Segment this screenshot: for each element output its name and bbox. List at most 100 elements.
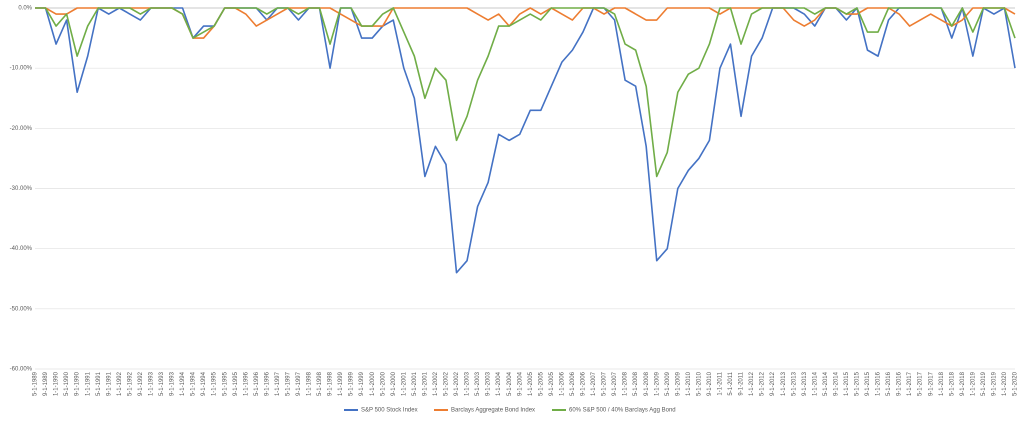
x-tick-label: 1-1-1990 [54, 371, 60, 396]
x-tick-label: 1-1-2003 [465, 371, 471, 396]
x-tick-label: 5-1-2010 [696, 371, 702, 396]
x-tick-label: 5-1-2016 [886, 371, 892, 396]
x-tick-label: 9-1-2017 [928, 371, 934, 396]
x-tick-label: 1-1-2011 [718, 371, 724, 395]
x-tick-label: 9-1-2015 [865, 371, 871, 396]
x-tick-label: 1-1-1994 [180, 371, 186, 396]
x-tick-label: 1-1-2017 [907, 371, 913, 396]
x-tick-label: 9-1-2009 [675, 371, 681, 396]
x-tick-label: 5-1-1996 [254, 371, 260, 396]
y-tick-label: -10.00% [10, 66, 33, 72]
x-tick-label: 1-1-1991 [85, 371, 91, 396]
series-line [35, 7, 1016, 39]
x-tick-label: 9-1-1999 [359, 371, 365, 396]
x-tick-label: 5-1-1994 [191, 371, 197, 396]
x-tick-label: 1-1-2020 [1002, 371, 1008, 396]
x-tick-label: 5-1-2014 [823, 371, 829, 396]
x-tick-label: 5-1-2000 [380, 371, 386, 396]
x-tick-label: 1-1-1999 [338, 371, 344, 396]
x-tick-label: 9-1-2014 [833, 371, 839, 396]
x-tick-label: 9-1-2000 [391, 371, 397, 396]
x-tick-label: 5-1-2007 [602, 371, 608, 396]
x-tick-label: 1-1-2002 [433, 371, 439, 396]
x-tick-label: 9-1-2002 [454, 371, 460, 396]
x-tick-label: 5-1-1995 [222, 371, 228, 396]
y-tick-label: -40.00% [10, 246, 33, 252]
x-tick-label: 1-1-2009 [654, 371, 660, 396]
x-tick-label: 5-1-1992 [127, 371, 133, 396]
x-tick-label: 1-1-1995 [212, 371, 218, 396]
x-tick-label: 9-1-2005 [549, 371, 555, 396]
series-line [35, 7, 1016, 178]
y-tick-label: -60.00% [10, 367, 33, 373]
x-tick-label: 9-1-1997 [296, 371, 302, 396]
x-tick-label: 5-1-2001 [412, 371, 418, 396]
y-tick-label: -30.00% [10, 186, 33, 192]
x-tick-label: 9-1-1996 [264, 371, 270, 396]
x-tick-label: 5-1-2005 [538, 371, 544, 396]
x-tick-label: 9-1-2016 [897, 371, 903, 396]
x-tick-label: 5-1-2019 [981, 371, 987, 396]
x-tick-label: 9-1-1990 [75, 371, 81, 396]
x-tick-label: 5-1-1990 [64, 371, 70, 396]
x-tick-label: 1-1-1997 [275, 371, 281, 396]
x-tick-label: 5-1-2015 [855, 371, 861, 396]
x-tick-label: 9-1-2013 [802, 371, 808, 396]
x-tick-label: 9-1-2011 [739, 371, 745, 395]
x-tick-label: 5-1-1991 [96, 371, 102, 396]
x-tick-label: 9-1-2018 [960, 371, 966, 396]
x-tick-label: 9-1-1992 [138, 371, 144, 396]
x-tick-label: 1-1-2000 [370, 371, 376, 396]
x-tick-label: 1-1-2008 [623, 371, 629, 396]
x-tick-label: 9-1-2007 [612, 371, 618, 396]
y-tick-label: 0.0% [18, 6, 32, 12]
x-tick-label: 5-1-1997 [285, 371, 291, 396]
x-tick-label: 5-1-2009 [665, 371, 671, 396]
x-tick-label: 5-1-2020 [1013, 371, 1019, 396]
series-line [35, 7, 1016, 274]
x-tick-label: 9-1-1991 [106, 371, 112, 396]
x-tick-label: 1-1-2013 [781, 371, 787, 396]
x-tick-label: 5-1-2004 [507, 371, 513, 396]
x-tick-label: 5-1-1998 [317, 371, 323, 396]
x-tick-label: 9-1-2004 [517, 371, 523, 396]
x-tick-label: 1-1-2014 [812, 371, 818, 396]
legend-label: 60% S&P 500 / 40% Barclays Agg Bond [569, 408, 676, 414]
y-tick-label: -20.00% [10, 126, 33, 132]
x-tick-label: 1-1-2018 [939, 371, 945, 396]
x-tick-label: 9-1-2006 [581, 371, 587, 396]
x-tick-label: 9-1-2008 [644, 371, 650, 396]
x-tick-label: 9-1-1994 [201, 371, 207, 396]
x-tick-label: 9-1-1989 [43, 371, 49, 396]
x-tick-label: 1-1-2015 [844, 371, 850, 396]
x-tick-label: 1-1-1993 [148, 371, 154, 396]
x-tick-label: 5-1-2008 [633, 371, 639, 396]
x-tick-label: 9-1-2001 [422, 371, 428, 396]
x-tick-label: 1-1-1992 [117, 371, 123, 396]
x-tick-label: 5-1-2006 [570, 371, 576, 396]
y-tick-label: -50.00% [10, 306, 33, 312]
x-tick-label: 9-1-2003 [486, 371, 492, 396]
x-tick-label: 5-1-2003 [475, 371, 481, 396]
x-tick-label: 5-1-2002 [444, 371, 450, 396]
x-tick-label: 9-1-1995 [233, 371, 239, 396]
x-tick-label: 1-1-2001 [401, 371, 407, 396]
x-tick-label: 1-1-1998 [307, 371, 313, 396]
x-tick-label: 5-1-1989 [33, 371, 39, 396]
x-tick-label: 1-1-2007 [591, 371, 597, 396]
x-tick-label: 5-1-1993 [159, 371, 165, 396]
x-tick-label: 5-1-2011 [728, 371, 734, 395]
x-tick-label: 5-1-2012 [760, 371, 766, 396]
x-tick-label: 1-1-1996 [243, 371, 249, 396]
x-tick-label: 1-1-2006 [559, 371, 565, 396]
legend-label: Barclays Aggregate Bond Index [451, 408, 535, 414]
x-tick-label: 1-1-2004 [496, 371, 502, 396]
x-tick-label: 1-1-2012 [749, 371, 755, 396]
x-tick-label: 1-1-2016 [876, 371, 882, 396]
x-tick-label: 9-1-1998 [328, 371, 334, 396]
x-tick-label: 5-1-2018 [949, 371, 955, 396]
x-tick-label: 9-1-2019 [992, 371, 998, 396]
x-tick-label: 5-1-2013 [791, 371, 797, 396]
